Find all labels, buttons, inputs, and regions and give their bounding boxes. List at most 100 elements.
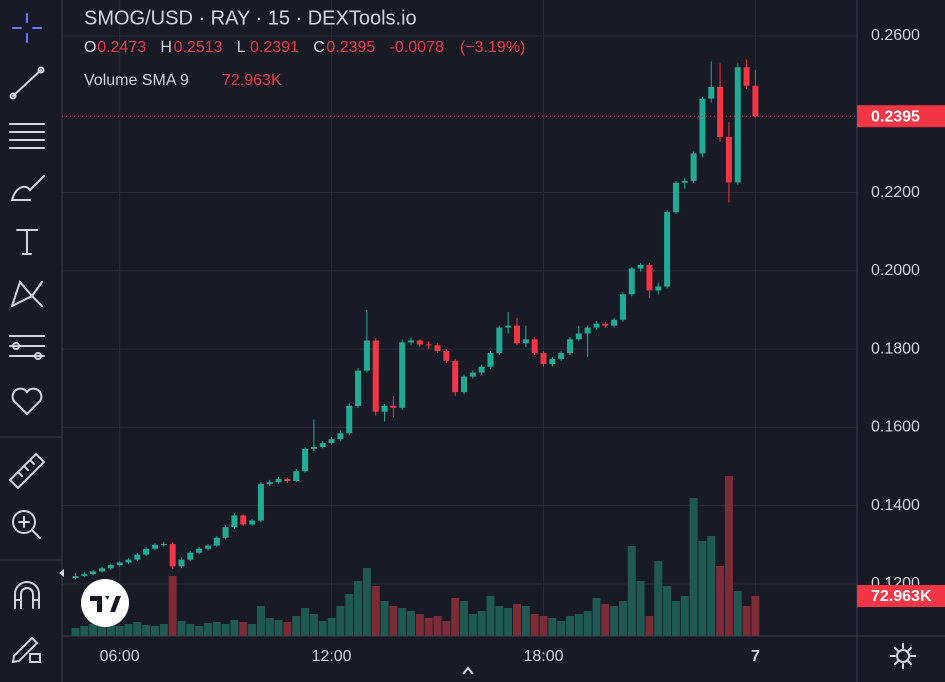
crosshair-tool[interactable]	[12, 13, 42, 43]
prediction-tool[interactable]	[9, 335, 45, 360]
volume-bar	[627, 546, 636, 636]
candle-body	[717, 86, 724, 137]
magnet-tool[interactable]	[14, 581, 40, 609]
volume-bar	[283, 622, 292, 636]
candle-body	[672, 182, 679, 213]
candle-body	[399, 342, 406, 408]
candle-body	[549, 358, 556, 364]
y-tick-label: 0.1600	[871, 419, 920, 436]
volume-bar	[327, 618, 336, 636]
volume-bar	[424, 618, 433, 636]
candle-body	[81, 574, 88, 577]
volume-bar	[618, 601, 627, 636]
volume-bar	[716, 566, 725, 636]
volume-bar	[415, 614, 424, 636]
volume-label: Volume SMA 9	[84, 72, 189, 89]
volume-bar	[221, 624, 230, 636]
candle-body	[540, 353, 547, 364]
candle-body	[151, 544, 158, 549]
y-tick-label: 0.2600	[871, 27, 920, 44]
candle-body	[628, 268, 635, 295]
ruler-tool[interactable]	[8, 452, 46, 490]
candle-body	[434, 345, 441, 352]
volume-bar	[106, 623, 115, 636]
volume-bar	[318, 621, 327, 636]
candle-body	[337, 433, 344, 440]
volume-bar	[389, 606, 398, 636]
volume-bar	[124, 624, 133, 636]
legend-change: -0.0078	[390, 39, 444, 56]
candle-body	[293, 471, 300, 482]
candle-body	[655, 286, 662, 291]
candle-body	[257, 484, 264, 521]
scroll-button[interactable]	[462, 666, 474, 675]
candle-body	[619, 294, 626, 320]
candle-body	[134, 554, 141, 560]
volume-bar	[195, 626, 204, 636]
volume-bar	[407, 611, 416, 636]
candle-body	[302, 448, 309, 472]
candle-body	[646, 264, 653, 291]
volume-bar	[115, 626, 124, 636]
candle-body	[72, 576, 79, 579]
volume-bar	[71, 628, 80, 636]
y-tick-label: 0.2000	[871, 262, 920, 279]
volume-bar	[80, 626, 89, 636]
zoom-tool[interactable]	[12, 510, 41, 539]
x-tick-label: 06:00	[100, 648, 140, 665]
volume-bar	[274, 620, 283, 636]
trendline-tool[interactable]	[9, 66, 45, 100]
candle-body	[143, 548, 150, 555]
volume-bar	[89, 624, 98, 636]
volume-bar	[177, 621, 186, 636]
volume-bar	[707, 536, 716, 636]
candle-body	[213, 537, 220, 546]
candle-body	[416, 340, 423, 345]
pattern-tool[interactable]	[11, 280, 43, 307]
x-tick-label: 7	[751, 648, 760, 665]
candle-body	[522, 339, 529, 344]
tradingview-logo[interactable]	[81, 579, 129, 627]
brush-tool[interactable]	[11, 175, 45, 201]
candle-body	[593, 323, 600, 328]
volume-bar	[689, 498, 698, 636]
candle-body	[425, 344, 432, 346]
candle-body	[310, 446, 317, 449]
y-tick-label: 0.2200	[871, 184, 920, 201]
volume-bar	[336, 606, 345, 636]
y-tick-label: 0.1400	[871, 497, 920, 514]
fib-tool[interactable]	[9, 123, 45, 149]
legend-key: O	[84, 39, 96, 56]
candle-body	[116, 562, 123, 566]
legend-value: 0.2473	[97, 39, 146, 56]
volume-bar	[610, 606, 619, 636]
volume-bar	[539, 616, 548, 636]
candle-body	[566, 339, 573, 354]
lock-drawing-tool[interactable]	[11, 636, 41, 664]
candle-body	[708, 86, 715, 99]
candle-body	[346, 405, 353, 434]
candle-body	[222, 527, 229, 538]
volume-bar	[557, 621, 566, 636]
volume-bar	[548, 618, 557, 636]
volume-bar	[265, 618, 274, 636]
volume-bar	[354, 581, 363, 636]
legend-key: L	[237, 39, 246, 56]
volume-bar	[362, 568, 371, 636]
volume-bar	[733, 591, 742, 636]
favorites-tool[interactable]	[11, 387, 43, 416]
candle-body	[363, 340, 370, 371]
volume-bar	[451, 598, 460, 636]
volume-bar	[742, 606, 751, 636]
volume-bar	[203, 623, 212, 636]
text-tool[interactable]	[16, 229, 38, 255]
candle-body	[469, 372, 476, 377]
candle-body	[284, 479, 291, 482]
candle-body	[328, 439, 335, 444]
volume-bar	[513, 604, 521, 636]
scroll-left[interactable]	[59, 569, 64, 577]
candle-body	[125, 559, 132, 563]
settings-button[interactable]	[890, 643, 916, 669]
volume-bar	[433, 616, 442, 636]
